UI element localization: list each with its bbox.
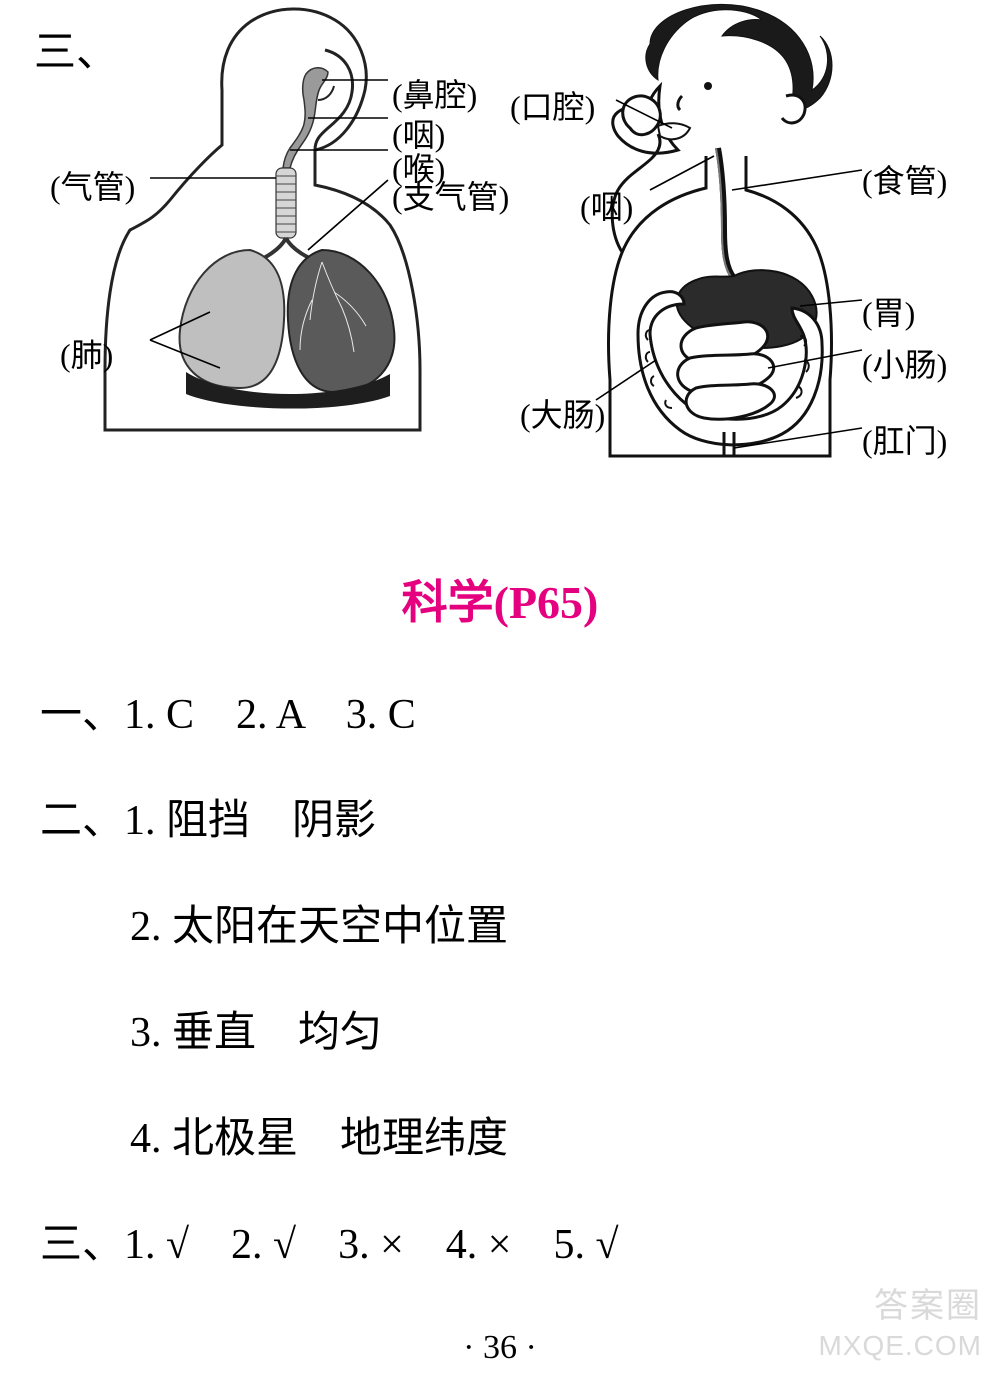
label-bronchus: 支气管 [392,172,509,218]
label-pharynx2: 咽 [580,182,633,228]
section-title: 科学(P65) [0,566,1000,632]
page: 三、 [0,0,1000,1387]
label-mouth: 口腔 [510,82,595,128]
label-lung: 肺 [60,330,113,376]
label-esophagus: 食管 [862,156,947,202]
watermark-cn: 答案圈 [874,1278,982,1327]
respiratory-diagram [90,0,450,440]
label-trachea: 气管 [50,162,135,208]
label-small-int: 小肠 [862,340,947,386]
label-anus: 肛门 [862,416,947,462]
label-large-int: 大肠 [520,390,605,436]
label-stomach: 胃 [862,288,915,334]
answer-q1: 一、1. C 2. A 3. C [40,680,416,741]
answer-q2-3: 3. 垂直 均匀 [130,998,382,1059]
answer-q2-2: 2. 太阳在天空中位置 [130,892,508,953]
watermark-en: MXQE.COM [818,1330,982,1362]
answer-q3: 三、1. √ 2. √ 3. × 4. × 5. √ [40,1210,619,1271]
diagram-area: 鼻腔 咽 喉 气管 支气管 肺 [100,10,930,510]
answer-q2-4: 4. 北极星 地理纬度 [130,1104,508,1165]
answer-q2-1: 二、1. 阻挡 阴影 [40,786,376,847]
